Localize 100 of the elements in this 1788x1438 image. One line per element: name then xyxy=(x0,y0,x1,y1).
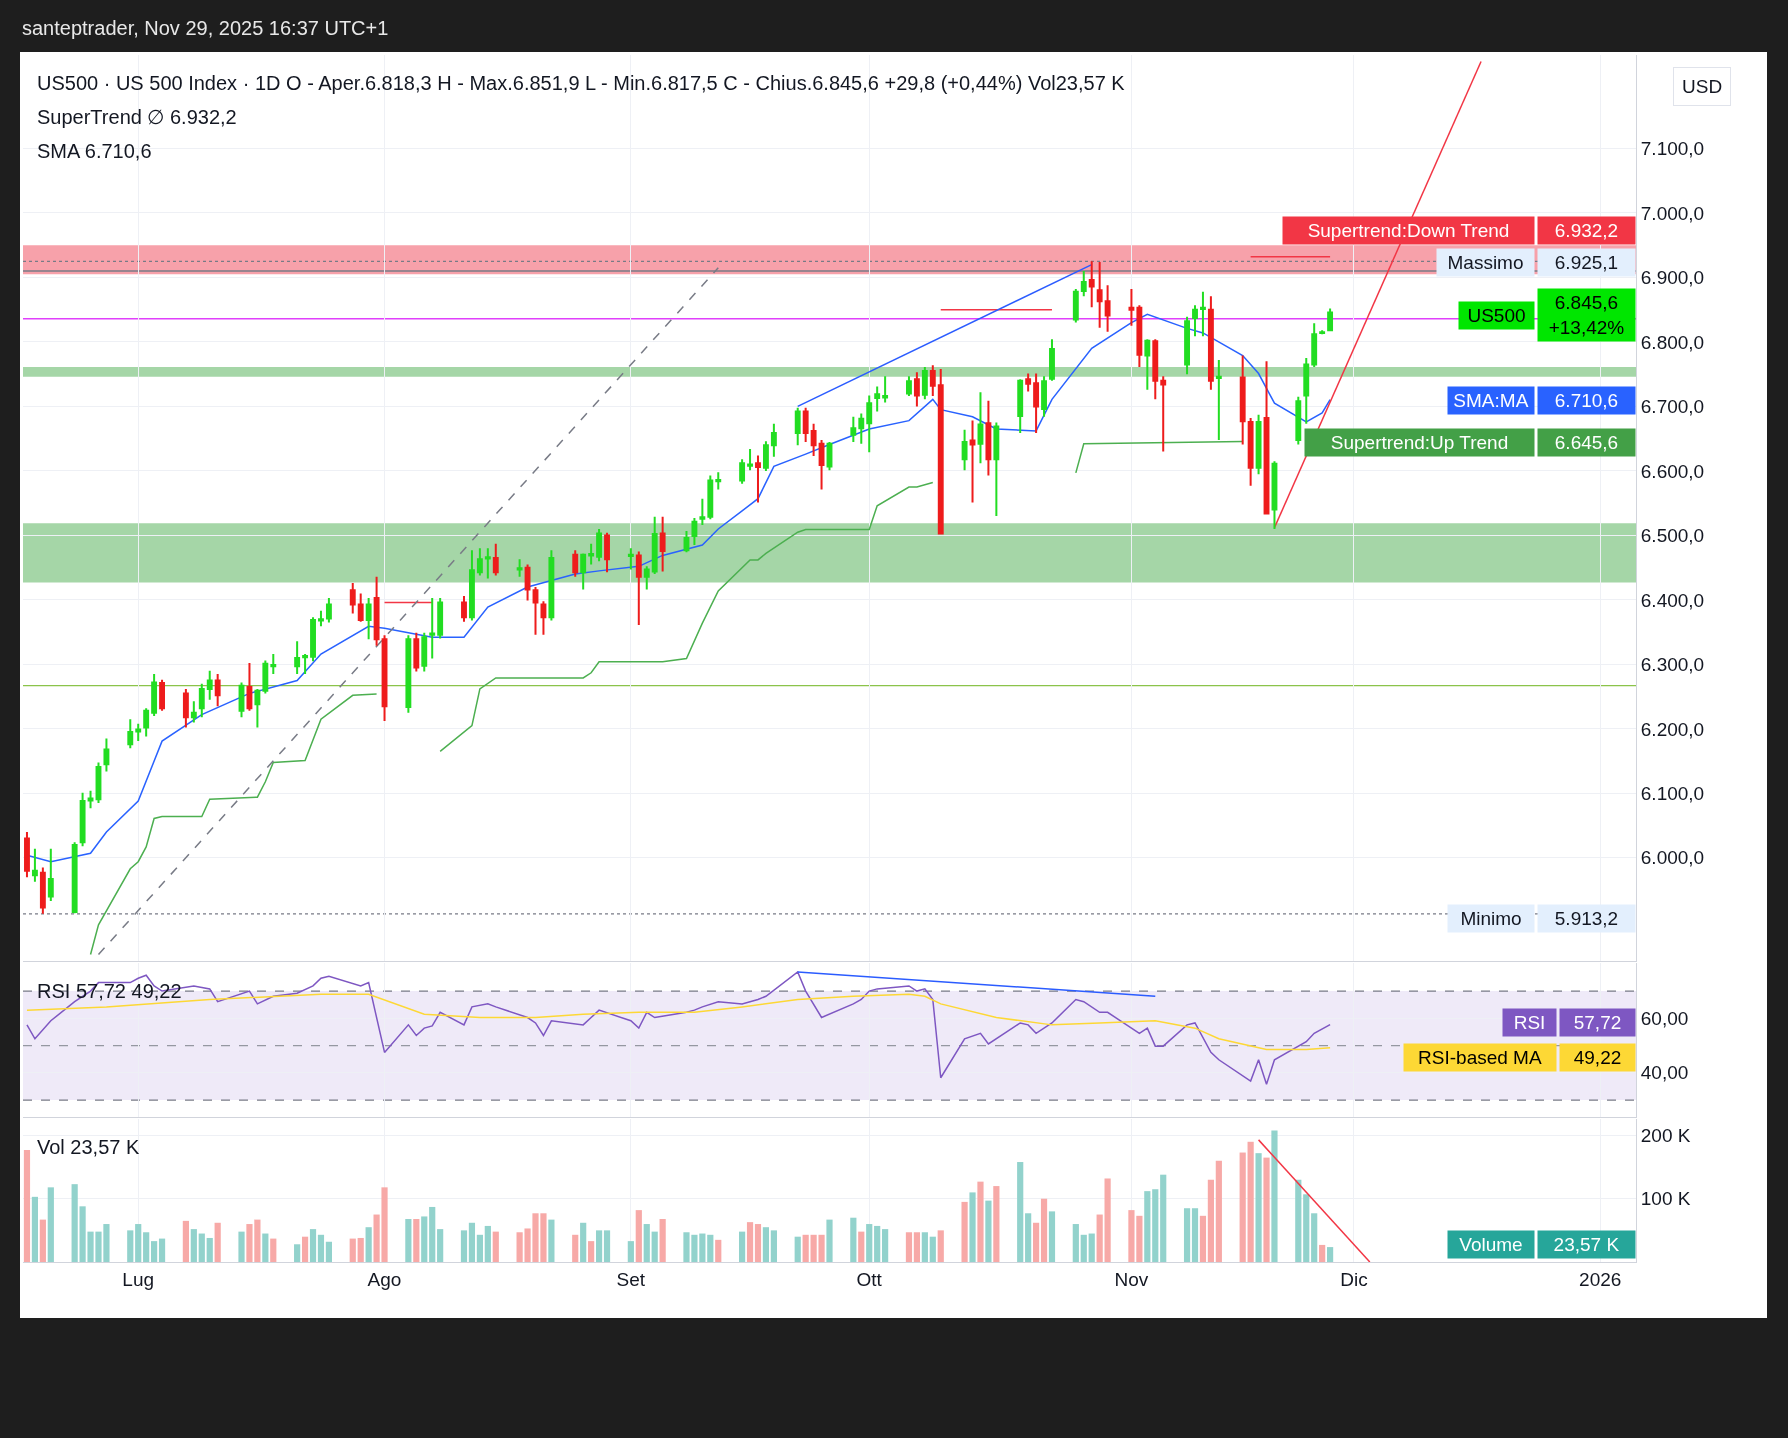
bar xyxy=(158,1238,166,1262)
bar xyxy=(1303,1194,1310,1262)
annotation: SMA 6.710,6 xyxy=(37,140,152,162)
candlestick xyxy=(921,366,928,401)
bar xyxy=(882,1229,889,1262)
candlestick xyxy=(691,517,698,547)
annotation: 57,72 xyxy=(1573,1012,1622,1033)
candlestick xyxy=(580,552,587,591)
candlestick xyxy=(683,529,690,554)
text: Vol 23,57 K xyxy=(37,1136,140,1158)
candlestick xyxy=(79,791,86,848)
candlestick xyxy=(318,609,324,628)
annotation: 6.710,6 xyxy=(1554,390,1619,411)
bar xyxy=(739,1231,746,1262)
candlestick xyxy=(1072,288,1079,324)
bar xyxy=(993,1186,1000,1262)
bar xyxy=(182,1220,189,1262)
candlestick xyxy=(39,866,46,915)
candlestick xyxy=(492,542,499,577)
x-tick-label: Dic xyxy=(1340,1268,1368,1290)
candlestick xyxy=(461,595,467,623)
bar xyxy=(357,1237,364,1262)
candlestick xyxy=(1215,359,1222,441)
candlestick xyxy=(468,549,475,622)
candlestick xyxy=(532,585,539,636)
candlestick xyxy=(596,527,603,563)
bar xyxy=(262,1233,269,1262)
bar xyxy=(929,1236,936,1262)
bar xyxy=(301,1236,309,1262)
bar xyxy=(985,1200,992,1262)
bar xyxy=(651,1231,658,1262)
bar xyxy=(635,1210,642,1262)
candlestick xyxy=(437,596,444,640)
candlestick xyxy=(365,596,372,641)
bar xyxy=(23,1150,31,1262)
bar xyxy=(1152,1189,1159,1262)
bar xyxy=(468,1222,476,1262)
candlestick xyxy=(1160,375,1167,453)
candlestick xyxy=(1255,413,1262,476)
bar xyxy=(31,1196,39,1262)
bar xyxy=(707,1234,714,1262)
x-tick-label: Ott xyxy=(856,1268,883,1290)
bar xyxy=(794,1236,801,1262)
bar xyxy=(580,1222,587,1262)
annotation: SMA:MA xyxy=(1453,390,1529,411)
bar xyxy=(1032,1222,1040,1262)
annotation: 6.845,6 +13,42% xyxy=(1548,292,1625,338)
y-tick-label: 100 K xyxy=(1640,1188,1691,1210)
y-tick-label: 7.100,0 xyxy=(1640,138,1705,160)
bar xyxy=(1319,1244,1326,1262)
candlestick xyxy=(635,550,642,627)
bar xyxy=(643,1224,650,1262)
y-tick-label: 6.800,0 xyxy=(1640,331,1705,353)
candlestick xyxy=(739,458,746,485)
candlestick xyxy=(1263,360,1270,516)
bar xyxy=(1263,1157,1270,1262)
candlestick xyxy=(127,718,134,750)
candlestick xyxy=(1207,295,1214,391)
candlestick xyxy=(627,547,634,571)
bar xyxy=(913,1232,920,1262)
candlestick xyxy=(770,422,777,458)
bar xyxy=(715,1239,722,1262)
candlestick xyxy=(707,474,714,521)
candlestick xyxy=(540,600,547,636)
candlestick xyxy=(874,385,881,413)
bar xyxy=(548,1219,555,1262)
bar xyxy=(1207,1179,1214,1262)
line-series xyxy=(26,971,1331,1086)
text: USD xyxy=(1682,76,1723,97)
candlestick xyxy=(1128,288,1135,327)
bar xyxy=(627,1241,634,1262)
candlestick xyxy=(516,558,523,578)
candlestick xyxy=(151,673,158,717)
candlestick xyxy=(810,422,817,458)
bar xyxy=(1025,1213,1032,1262)
candlestick xyxy=(31,847,38,883)
candlestick xyxy=(1319,329,1326,336)
candlestick xyxy=(135,722,142,743)
bar xyxy=(588,1241,595,1262)
candlestick xyxy=(548,549,555,622)
bar xyxy=(1072,1224,1079,1262)
candlestick xyxy=(1080,270,1087,298)
y-tick-label: 60,00 xyxy=(1640,1007,1689,1029)
bar xyxy=(127,1230,134,1262)
candlestick xyxy=(993,421,1000,518)
annotation: Supertrend:Up Trend xyxy=(1330,432,1509,453)
y-tick-label: 6.500,0 xyxy=(1640,525,1705,547)
y-tick-label: 6.000,0 xyxy=(1640,847,1705,869)
candlestick xyxy=(302,653,309,676)
candlestick xyxy=(206,669,213,701)
candlestick xyxy=(325,596,332,624)
bar xyxy=(659,1218,666,1262)
candlestick xyxy=(71,841,78,915)
annotation: Volume xyxy=(1459,1234,1523,1255)
candlestick xyxy=(484,547,491,580)
candlestick xyxy=(604,531,610,574)
candlestick xyxy=(929,364,936,398)
bar xyxy=(1080,1234,1087,1262)
candlestick xyxy=(429,596,436,660)
bar xyxy=(349,1238,356,1262)
